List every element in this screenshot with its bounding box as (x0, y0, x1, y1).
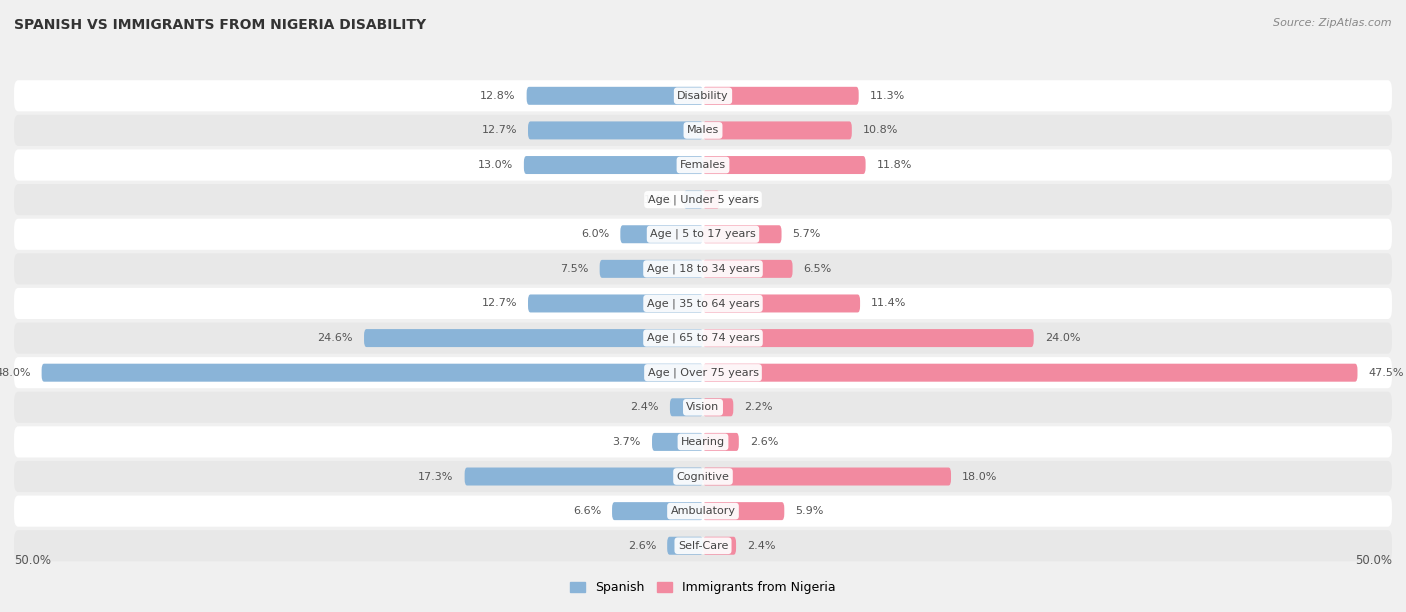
Text: 7.5%: 7.5% (560, 264, 589, 274)
Text: 50.0%: 50.0% (14, 554, 51, 567)
Text: Hearing: Hearing (681, 437, 725, 447)
FancyBboxPatch shape (703, 156, 866, 174)
FancyBboxPatch shape (703, 433, 738, 451)
Text: 12.8%: 12.8% (479, 91, 516, 101)
Text: 2.6%: 2.6% (749, 437, 779, 447)
Text: 5.7%: 5.7% (793, 230, 821, 239)
FancyBboxPatch shape (14, 184, 1392, 215)
Text: 13.0%: 13.0% (478, 160, 513, 170)
Text: Vision: Vision (686, 402, 720, 412)
Text: 24.6%: 24.6% (318, 333, 353, 343)
Text: 6.5%: 6.5% (804, 264, 832, 274)
FancyBboxPatch shape (14, 427, 1392, 458)
Text: 10.8%: 10.8% (863, 125, 898, 135)
FancyBboxPatch shape (620, 225, 703, 243)
Text: 11.3%: 11.3% (870, 91, 905, 101)
Text: 50.0%: 50.0% (1355, 554, 1392, 567)
FancyBboxPatch shape (703, 294, 860, 313)
FancyBboxPatch shape (703, 398, 734, 416)
FancyBboxPatch shape (652, 433, 703, 451)
FancyBboxPatch shape (14, 461, 1392, 492)
Text: Self-Care: Self-Care (678, 541, 728, 551)
FancyBboxPatch shape (703, 225, 782, 243)
Text: Females: Females (681, 160, 725, 170)
Text: Source: ZipAtlas.com: Source: ZipAtlas.com (1274, 18, 1392, 28)
FancyBboxPatch shape (42, 364, 703, 382)
Text: Ambulatory: Ambulatory (671, 506, 735, 516)
FancyBboxPatch shape (14, 357, 1392, 388)
FancyBboxPatch shape (14, 288, 1392, 319)
Text: 12.7%: 12.7% (481, 125, 517, 135)
Text: Cognitive: Cognitive (676, 471, 730, 482)
FancyBboxPatch shape (599, 260, 703, 278)
Text: Age | 35 to 64 years: Age | 35 to 64 years (647, 298, 759, 308)
FancyBboxPatch shape (14, 149, 1392, 181)
FancyBboxPatch shape (703, 364, 1358, 382)
Text: Age | Over 75 years: Age | Over 75 years (648, 367, 758, 378)
FancyBboxPatch shape (703, 260, 793, 278)
FancyBboxPatch shape (529, 294, 703, 313)
Text: Age | 5 to 17 years: Age | 5 to 17 years (650, 229, 756, 239)
FancyBboxPatch shape (668, 537, 703, 554)
Text: Disability: Disability (678, 91, 728, 101)
Text: 17.3%: 17.3% (418, 471, 454, 482)
FancyBboxPatch shape (703, 191, 720, 209)
FancyBboxPatch shape (14, 80, 1392, 111)
Text: Age | 65 to 74 years: Age | 65 to 74 years (647, 333, 759, 343)
FancyBboxPatch shape (527, 87, 703, 105)
Text: 2.6%: 2.6% (627, 541, 657, 551)
Text: 1.2%: 1.2% (731, 195, 759, 204)
Text: 48.0%: 48.0% (0, 368, 31, 378)
FancyBboxPatch shape (14, 530, 1392, 561)
Text: 24.0%: 24.0% (1045, 333, 1080, 343)
FancyBboxPatch shape (14, 392, 1392, 423)
Text: 2.2%: 2.2% (744, 402, 773, 412)
FancyBboxPatch shape (683, 191, 703, 209)
Text: 47.5%: 47.5% (1368, 368, 1405, 378)
FancyBboxPatch shape (14, 218, 1392, 250)
FancyBboxPatch shape (14, 496, 1392, 527)
Text: Males: Males (688, 125, 718, 135)
FancyBboxPatch shape (14, 323, 1392, 354)
FancyBboxPatch shape (703, 468, 950, 485)
FancyBboxPatch shape (612, 502, 703, 520)
FancyBboxPatch shape (14, 115, 1392, 146)
Text: 2.4%: 2.4% (747, 541, 776, 551)
Text: 11.4%: 11.4% (872, 299, 907, 308)
Text: 18.0%: 18.0% (962, 471, 997, 482)
Text: 1.4%: 1.4% (644, 195, 672, 204)
Text: 2.4%: 2.4% (630, 402, 659, 412)
FancyBboxPatch shape (703, 121, 852, 140)
Text: SPANISH VS IMMIGRANTS FROM NIGERIA DISABILITY: SPANISH VS IMMIGRANTS FROM NIGERIA DISAB… (14, 18, 426, 32)
FancyBboxPatch shape (464, 468, 703, 485)
FancyBboxPatch shape (703, 502, 785, 520)
FancyBboxPatch shape (703, 87, 859, 105)
Legend: Spanish, Immigrants from Nigeria: Spanish, Immigrants from Nigeria (565, 577, 841, 599)
FancyBboxPatch shape (529, 121, 703, 140)
FancyBboxPatch shape (524, 156, 703, 174)
FancyBboxPatch shape (669, 398, 703, 416)
Text: 6.0%: 6.0% (581, 230, 609, 239)
Text: 12.7%: 12.7% (481, 299, 517, 308)
Text: Age | Under 5 years: Age | Under 5 years (648, 195, 758, 205)
FancyBboxPatch shape (703, 537, 737, 554)
Text: Age | 18 to 34 years: Age | 18 to 34 years (647, 264, 759, 274)
Text: 3.7%: 3.7% (613, 437, 641, 447)
FancyBboxPatch shape (14, 253, 1392, 285)
FancyBboxPatch shape (703, 329, 1033, 347)
Text: 5.9%: 5.9% (796, 506, 824, 516)
Text: 6.6%: 6.6% (572, 506, 600, 516)
FancyBboxPatch shape (364, 329, 703, 347)
Text: 11.8%: 11.8% (876, 160, 912, 170)
